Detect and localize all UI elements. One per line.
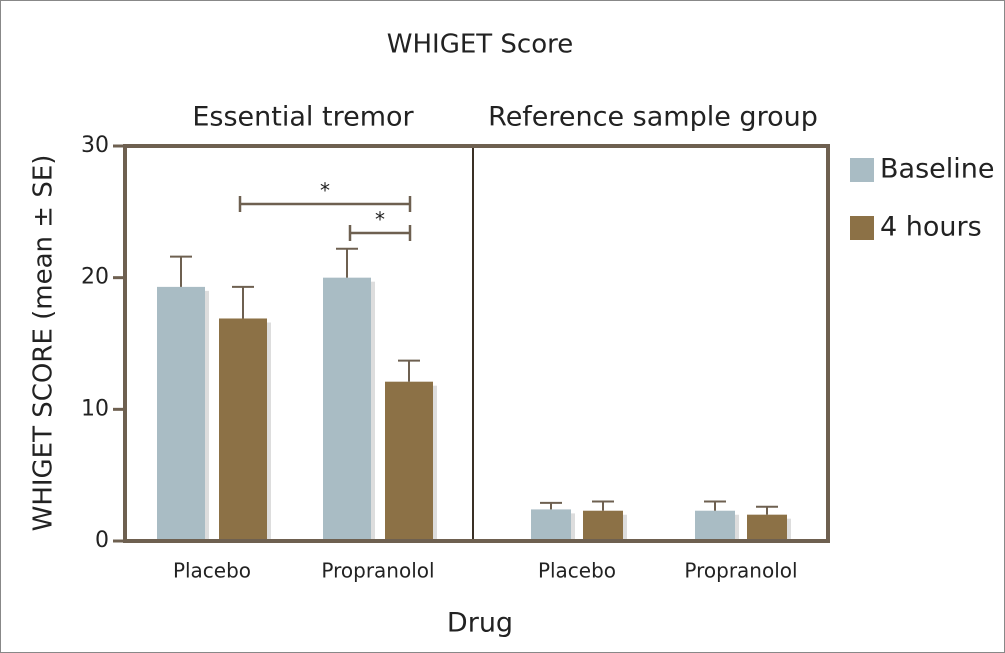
- x-tick-label: Placebo: [173, 559, 251, 583]
- x-tick-label: Propranolol: [684, 559, 797, 583]
- y-tick-label: 10: [81, 396, 109, 421]
- panel-title: Essential tremor: [192, 102, 414, 133]
- x-tick-label: Propranolol: [321, 559, 434, 583]
- significance-bracket: [238, 196, 412, 212]
- bar: [323, 277, 371, 541]
- bar: [385, 381, 433, 541]
- legend-label: Baseline: [880, 154, 994, 185]
- bar: [157, 286, 205, 541]
- x-tick-label: Placebo: [538, 559, 616, 583]
- bar: [695, 510, 735, 541]
- significance-label: *: [375, 208, 385, 232]
- bar: [219, 318, 267, 541]
- y-tick-label: 20: [81, 265, 109, 290]
- legend-swatch: [850, 158, 874, 182]
- y-axis-label: WHIGET SCORE (mean ± SE): [29, 155, 59, 532]
- x-axis-label: Drug: [447, 608, 513, 639]
- significance-bracket: [348, 225, 412, 241]
- bar: [583, 510, 623, 541]
- panel-title: Reference sample group: [488, 102, 818, 133]
- y-tick-label: 0: [95, 528, 109, 553]
- significance-label: *: [320, 179, 330, 203]
- bar: [747, 514, 787, 541]
- bar: [531, 509, 571, 541]
- chart-title: WHIGET Score: [387, 30, 573, 60]
- plot-frame: [123, 144, 830, 543]
- y-tick-label: 30: [81, 133, 109, 158]
- legend-swatch: [850, 216, 874, 240]
- legend-label: 4 hours: [880, 212, 982, 243]
